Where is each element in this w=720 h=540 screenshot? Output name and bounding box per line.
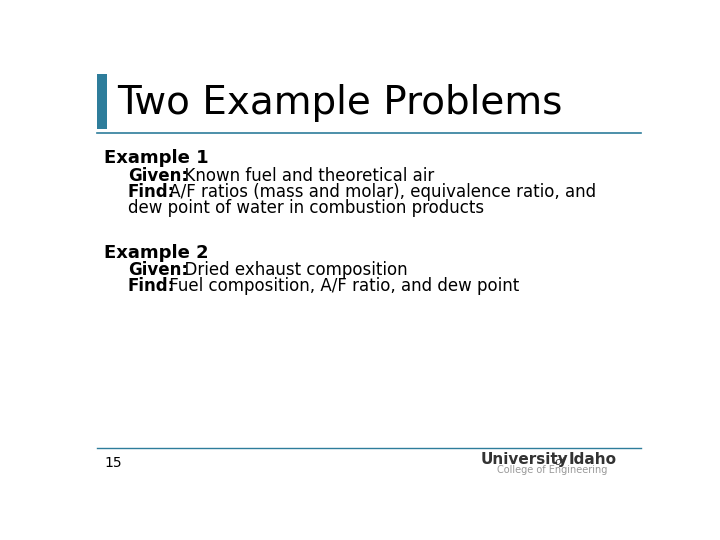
Text: Given:: Given: (128, 167, 188, 185)
Text: Find:: Find: (128, 184, 175, 201)
Text: Known fuel and theoretical air: Known fuel and theoretical air (174, 167, 434, 185)
Text: College of Engineering: College of Engineering (498, 465, 608, 475)
Text: of: of (554, 457, 565, 467)
Text: A/F ratios (mass and molar), equivalence ratio, and: A/F ratios (mass and molar), equivalence… (164, 184, 596, 201)
Text: Fuel composition, A/F ratio, and dew point: Fuel composition, A/F ratio, and dew poi… (164, 277, 519, 295)
Text: Idaho: Idaho (569, 453, 617, 467)
Text: 15: 15 (104, 456, 122, 470)
Text: Example 1: Example 1 (104, 150, 209, 167)
Text: dew point of water in combustion products: dew point of water in combustion product… (128, 199, 484, 217)
Text: Find:: Find: (128, 277, 175, 295)
Text: Example 2: Example 2 (104, 244, 209, 262)
Bar (97, 75, 107, 129)
Text: University: University (481, 453, 568, 467)
Text: Dried exhaust composition: Dried exhaust composition (174, 261, 408, 279)
Text: Given:: Given: (128, 261, 188, 279)
Text: Two Example Problems: Two Example Problems (117, 84, 562, 122)
